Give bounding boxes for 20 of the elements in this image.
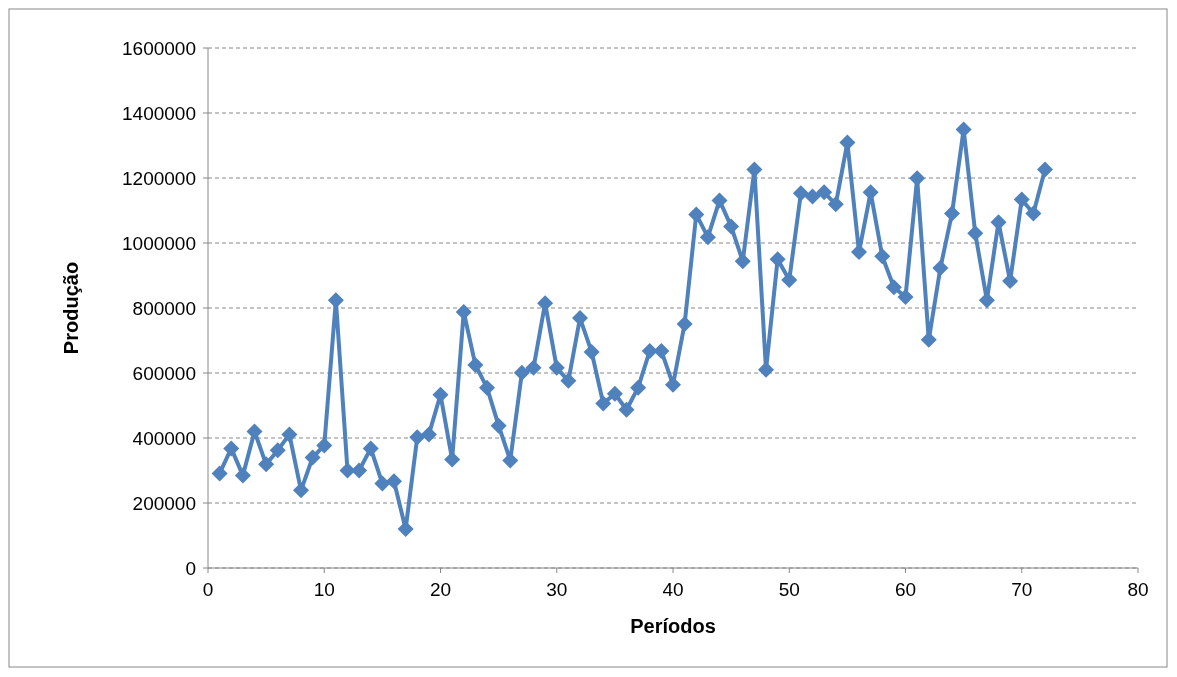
- x-tick-label: 80: [1127, 579, 1149, 600]
- y-tick-label: 1600000: [122, 37, 196, 59]
- x-tick-label: 70: [1011, 579, 1033, 600]
- x-tick-label: 30: [546, 579, 568, 600]
- y-tick-label: 1000000: [122, 232, 196, 254]
- x-axis-title: Períodos: [630, 615, 716, 637]
- y-tick-label: 1200000: [122, 167, 196, 189]
- y-tick-label: 1400000: [122, 102, 196, 124]
- x-tick-label: 50: [778, 579, 800, 600]
- y-tick-label: 0: [185, 557, 196, 579]
- y-axis-title: Produção: [60, 261, 82, 355]
- y-tick-label: 600000: [132, 362, 196, 384]
- y-tick-label: 200000: [132, 492, 196, 514]
- x-tick-label: 60: [894, 579, 917, 600]
- x-tick-label: 10: [313, 579, 335, 600]
- y-tick-label: 400000: [132, 427, 196, 449]
- y-tick-label: 800000: [132, 297, 196, 319]
- x-tick-label: 20: [429, 579, 452, 600]
- x-tick-label: 40: [662, 579, 684, 600]
- x-tick-label: 0: [202, 579, 214, 600]
